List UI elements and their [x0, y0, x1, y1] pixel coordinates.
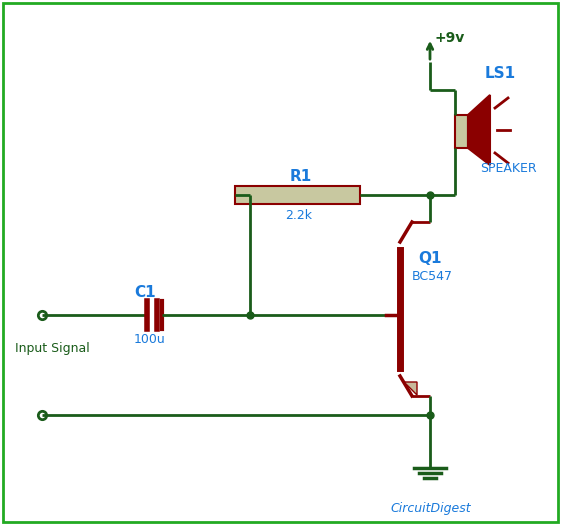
Bar — [235, 186, 360, 204]
Polygon shape — [468, 95, 490, 165]
Text: C1: C1 — [134, 285, 155, 300]
Text: CircuitDigest: CircuitDigest — [390, 502, 471, 515]
Text: Input Signal: Input Signal — [15, 342, 90, 355]
Text: BC547: BC547 — [412, 270, 453, 283]
Text: Q1: Q1 — [418, 251, 442, 266]
Text: SPEAKER: SPEAKER — [480, 162, 537, 175]
Text: 100u: 100u — [134, 333, 165, 346]
Polygon shape — [404, 382, 417, 395]
Text: 2.2k: 2.2k — [286, 209, 312, 222]
Text: R1: R1 — [289, 169, 312, 184]
Text: +9v: +9v — [435, 31, 465, 45]
Text: LS1: LS1 — [485, 66, 516, 81]
Bar — [455, 115, 468, 148]
